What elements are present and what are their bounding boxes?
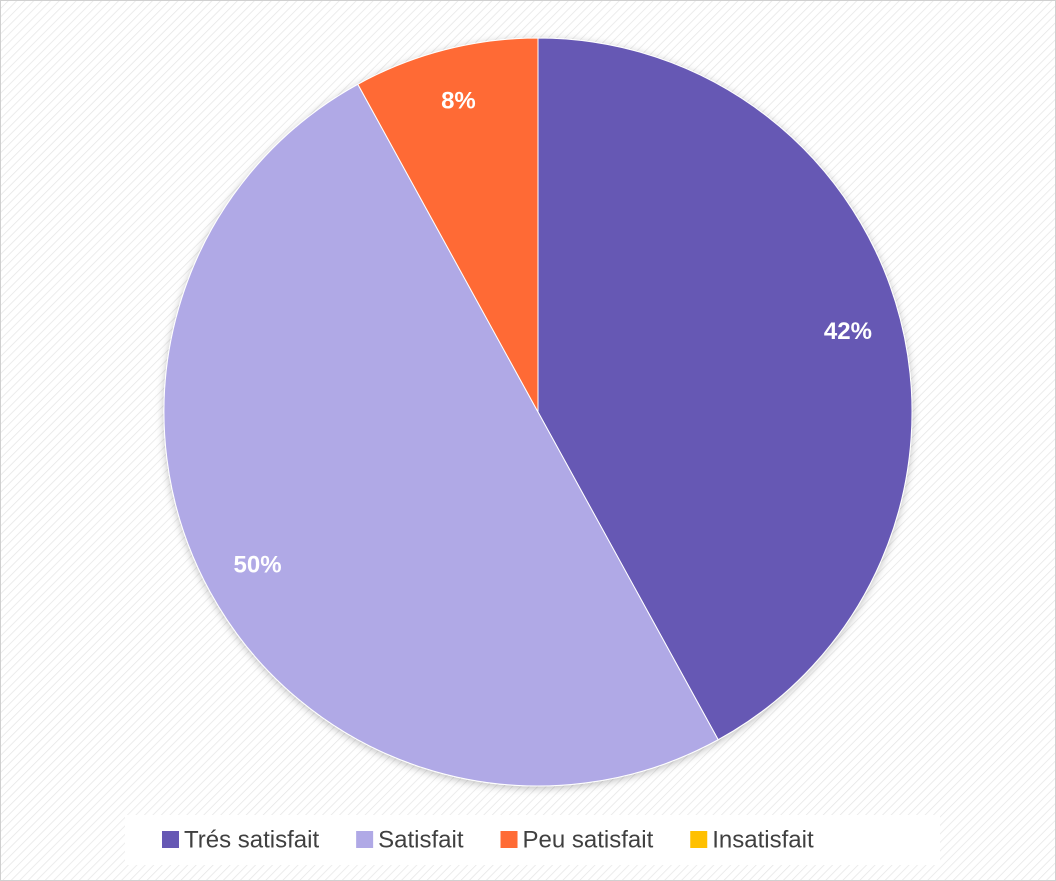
data-label: 42%	[824, 318, 872, 345]
pie-slice	[537, 37, 913, 741]
data-label: 50%	[234, 552, 282, 579]
legend-background	[125, 815, 940, 865]
pie	[163, 37, 913, 787]
data-label: 8%	[441, 87, 476, 114]
pie-slice	[357, 37, 539, 413]
legend-label: Insatisfait	[712, 826, 814, 853]
legend-swatch	[162, 831, 179, 848]
legend-label: Satisfait	[378, 826, 464, 853]
legend-swatch	[500, 831, 518, 848]
legend-swatch	[356, 831, 374, 848]
legend-label: Peu satisfait	[523, 826, 654, 853]
legend-label: Trés satisfait	[184, 826, 319, 853]
pie-slice	[163, 83, 719, 787]
legend-swatch	[690, 831, 708, 848]
legend: Trés satisfait Satisfait Peu satisfait Insa…	[162, 826, 814, 853]
